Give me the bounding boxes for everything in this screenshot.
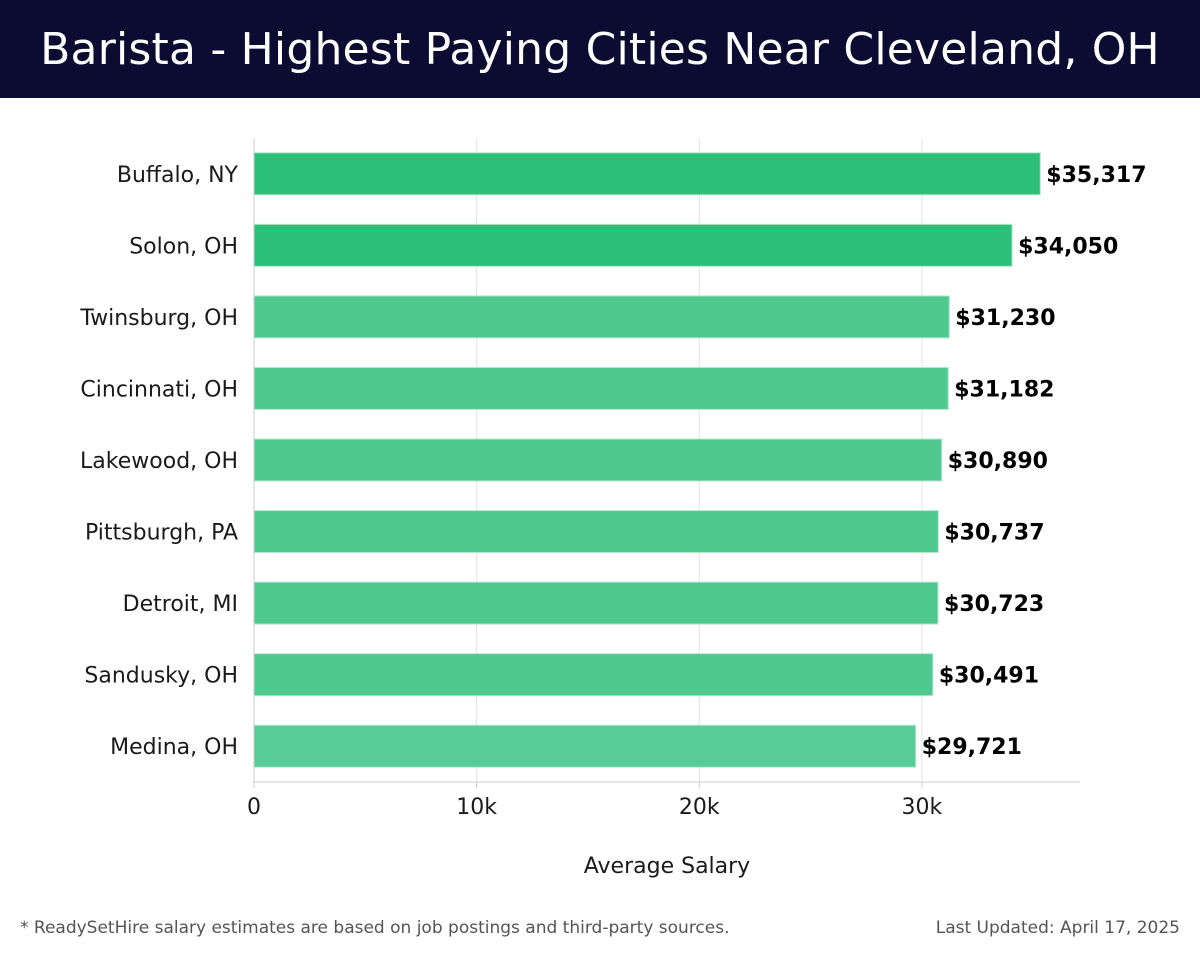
bar [253, 724, 917, 768]
bar [253, 653, 934, 697]
value-label: $31,182 [954, 377, 1054, 402]
x-tick-label: 0 [247, 795, 261, 820]
bar [253, 510, 939, 554]
category-label: Buffalo, NY [117, 163, 239, 188]
value-label: $30,723 [944, 592, 1044, 617]
chart-title: Barista - Highest Paying Cities Near Cle… [40, 23, 1160, 75]
value-label: $30,737 [944, 521, 1044, 546]
bar [253, 223, 1013, 267]
bar-chart: 0 10k 20k 30k Buffalo, NY $35,317 Solon, OH $3… [79, 138, 1147, 879]
value-label: $34,050 [1018, 234, 1118, 259]
value-label: $31,230 [955, 306, 1055, 331]
bar [253, 295, 950, 339]
x-tick-label: 30k [902, 795, 943, 820]
value-label: $30,491 [939, 664, 1039, 689]
category-label: Sandusky, OH [84, 664, 238, 689]
category-label: Detroit, MI [123, 592, 238, 617]
footer-note: * ReadySetHire salary estimates are base… [20, 918, 730, 938]
axes: 0 10k 20k 30k [247, 138, 1080, 820]
bar [253, 438, 943, 482]
header-bar: Barista - Highest Paying Cities Near Cle… [0, 0, 1200, 98]
x-tick-label: 20k [679, 795, 720, 820]
bar [253, 366, 949, 410]
bar [253, 581, 939, 625]
bar [253, 152, 1041, 196]
x-axis-title: Average Salary [584, 854, 750, 879]
last-updated: Last Updated: April 17, 2025 [935, 918, 1180, 938]
x-tick-label: 10k [456, 795, 497, 820]
value-label: $29,721 [922, 735, 1022, 760]
category-label: Solon, OH [129, 234, 238, 259]
category-label: Twinsburg, OH [79, 306, 238, 331]
category-label: Medina, OH [110, 735, 238, 760]
category-label: Lakewood, OH [80, 449, 238, 474]
value-label: $30,890 [948, 449, 1048, 474]
value-label: $35,317 [1046, 163, 1146, 188]
category-label: Pittsburgh, PA [85, 521, 238, 546]
category-label: Cincinnati, OH [80, 377, 238, 402]
labels: Buffalo, NY $35,317 Solon, OH $34,050 Twinsb… [79, 163, 1146, 760]
bars [253, 152, 1041, 768]
